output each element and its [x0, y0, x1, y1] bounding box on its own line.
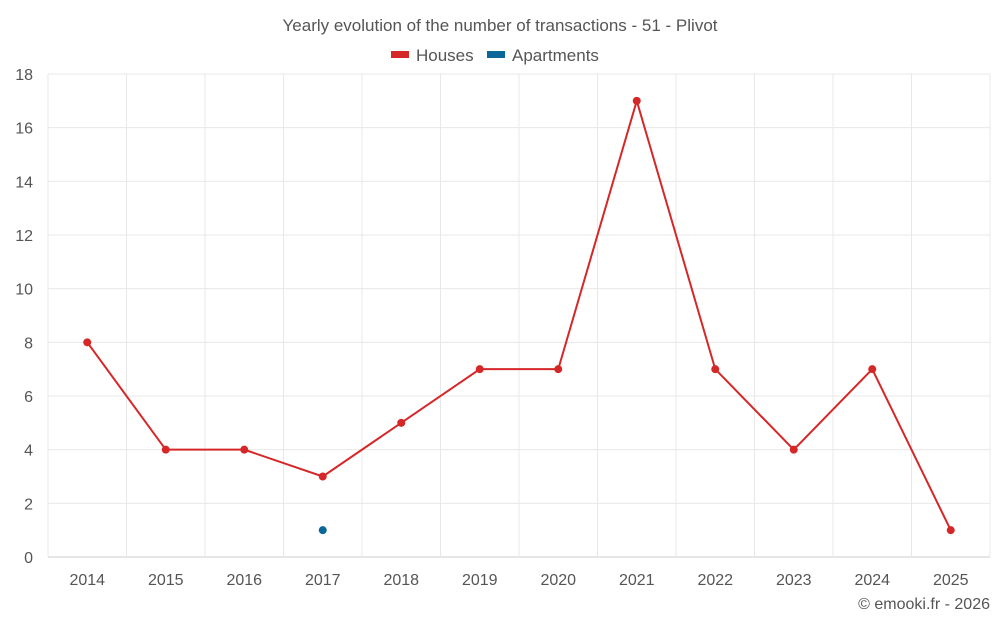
data-point-houses[interactable] — [83, 338, 92, 347]
y-tick-label: 18 — [15, 67, 33, 84]
x-tick-label: 2019 — [462, 572, 498, 589]
x-tick-label: 2025 — [933, 572, 969, 589]
y-tick-label: 2 — [24, 496, 33, 513]
data-point-houses[interactable] — [711, 365, 720, 374]
legend-swatch-apartments — [487, 51, 505, 58]
series-line-houses — [86, 97, 952, 531]
x-tick-label: 2016 — [226, 572, 262, 589]
y-tick-label: 10 — [15, 282, 33, 299]
y-tick-label: 14 — [15, 174, 33, 191]
y-tick-label: 4 — [24, 443, 33, 460]
y-axis-ticks: 0 2 4 6 8 10 12 14 16 18 — [15, 67, 33, 567]
credit-text: © emooki.fr - 2026 — [858, 596, 990, 613]
y-tick-label: 8 — [24, 335, 33, 352]
legend-label-apartments[interactable]: Apartments — [512, 46, 599, 65]
series-layer — [83, 96, 955, 535]
data-point-houses[interactable] — [475, 365, 484, 374]
x-tick-label: 2017 — [305, 572, 341, 589]
x-tick-label: 2018 — [383, 572, 419, 589]
legend[interactable]: Houses Apartments — [391, 46, 599, 65]
x-tick-label: 2021 — [619, 572, 655, 589]
x-axis-ticks: 2014 2015 2016 2017 2018 2019 2020 2021 2022 2023… — [69, 572, 968, 589]
chart-title: Yearly evolution of the number of transa… — [283, 16, 718, 35]
x-tick-label: 2024 — [854, 572, 890, 589]
data-point-houses[interactable] — [240, 445, 249, 454]
data-point-houses[interactable] — [632, 96, 641, 105]
x-tick-label: 2014 — [69, 572, 105, 589]
data-point-houses[interactable] — [397, 418, 406, 427]
y-tick-label: 0 — [24, 550, 33, 567]
data-point-houses[interactable] — [789, 445, 798, 454]
x-tick-label: 2022 — [697, 572, 733, 589]
x-tick-label: 2023 — [776, 572, 812, 589]
x-tick-label: 2020 — [540, 572, 576, 589]
data-point-houses[interactable] — [946, 526, 955, 535]
data-point-houses[interactable] — [318, 472, 327, 481]
data-point-houses[interactable] — [554, 365, 563, 374]
y-tick-label: 16 — [15, 121, 33, 138]
y-tick-label: 6 — [24, 389, 33, 406]
data-point-apartments[interactable] — [318, 526, 327, 535]
legend-swatch-houses — [391, 51, 409, 58]
grid-lines — [47, 73, 991, 558]
data-point-houses[interactable] — [868, 365, 877, 374]
y-tick-label: 12 — [15, 228, 33, 245]
legend-label-houses[interactable]: Houses — [416, 46, 474, 65]
x-tick-label: 2015 — [148, 572, 184, 589]
data-point-houses[interactable] — [161, 445, 170, 454]
